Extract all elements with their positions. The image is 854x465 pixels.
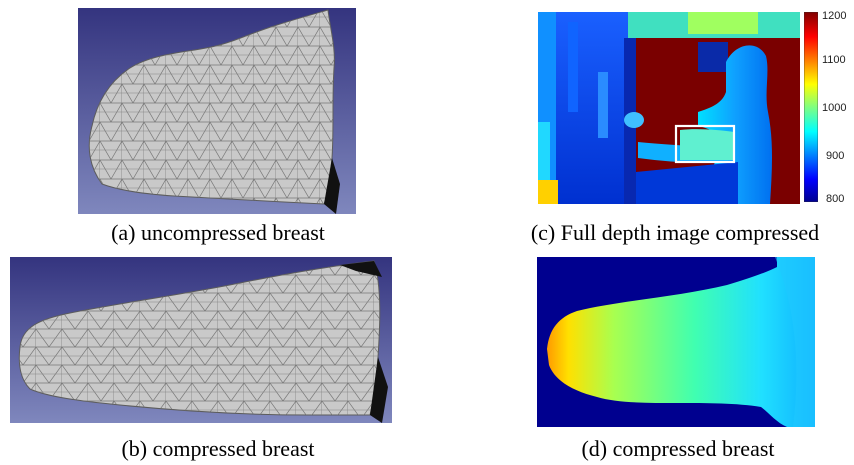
colorbar-tick-900: 900 [826, 150, 845, 162]
caption-c: (c) Full depth image compressed [530, 220, 820, 245]
depth-image-full [538, 12, 800, 204]
colorbar-tick-1200: 1200 [822, 10, 847, 22]
panel-b-mesh [10, 257, 392, 423]
mesh-render-b [10, 257, 392, 423]
colorbar-tick-800: 800 [826, 193, 845, 205]
colorbar-gradient [804, 12, 818, 202]
colorbar-tick-1100: 1100 [822, 54, 846, 66]
caption-a: (a) uncompressed breast [111, 220, 325, 245]
colorbar-tick-1000: 1000 [822, 102, 847, 114]
highlight-box [674, 124, 736, 164]
panel-a-mesh [78, 8, 356, 214]
colorbar [804, 12, 818, 202]
panel-c-depth [538, 12, 800, 204]
panel-d-depth-crop [537, 257, 815, 427]
depth-image-crop [537, 257, 815, 427]
mesh-render-a [78, 8, 356, 214]
caption-d: (d) compressed breast [581, 436, 775, 461]
caption-b: (b) compressed breast [121, 436, 315, 461]
